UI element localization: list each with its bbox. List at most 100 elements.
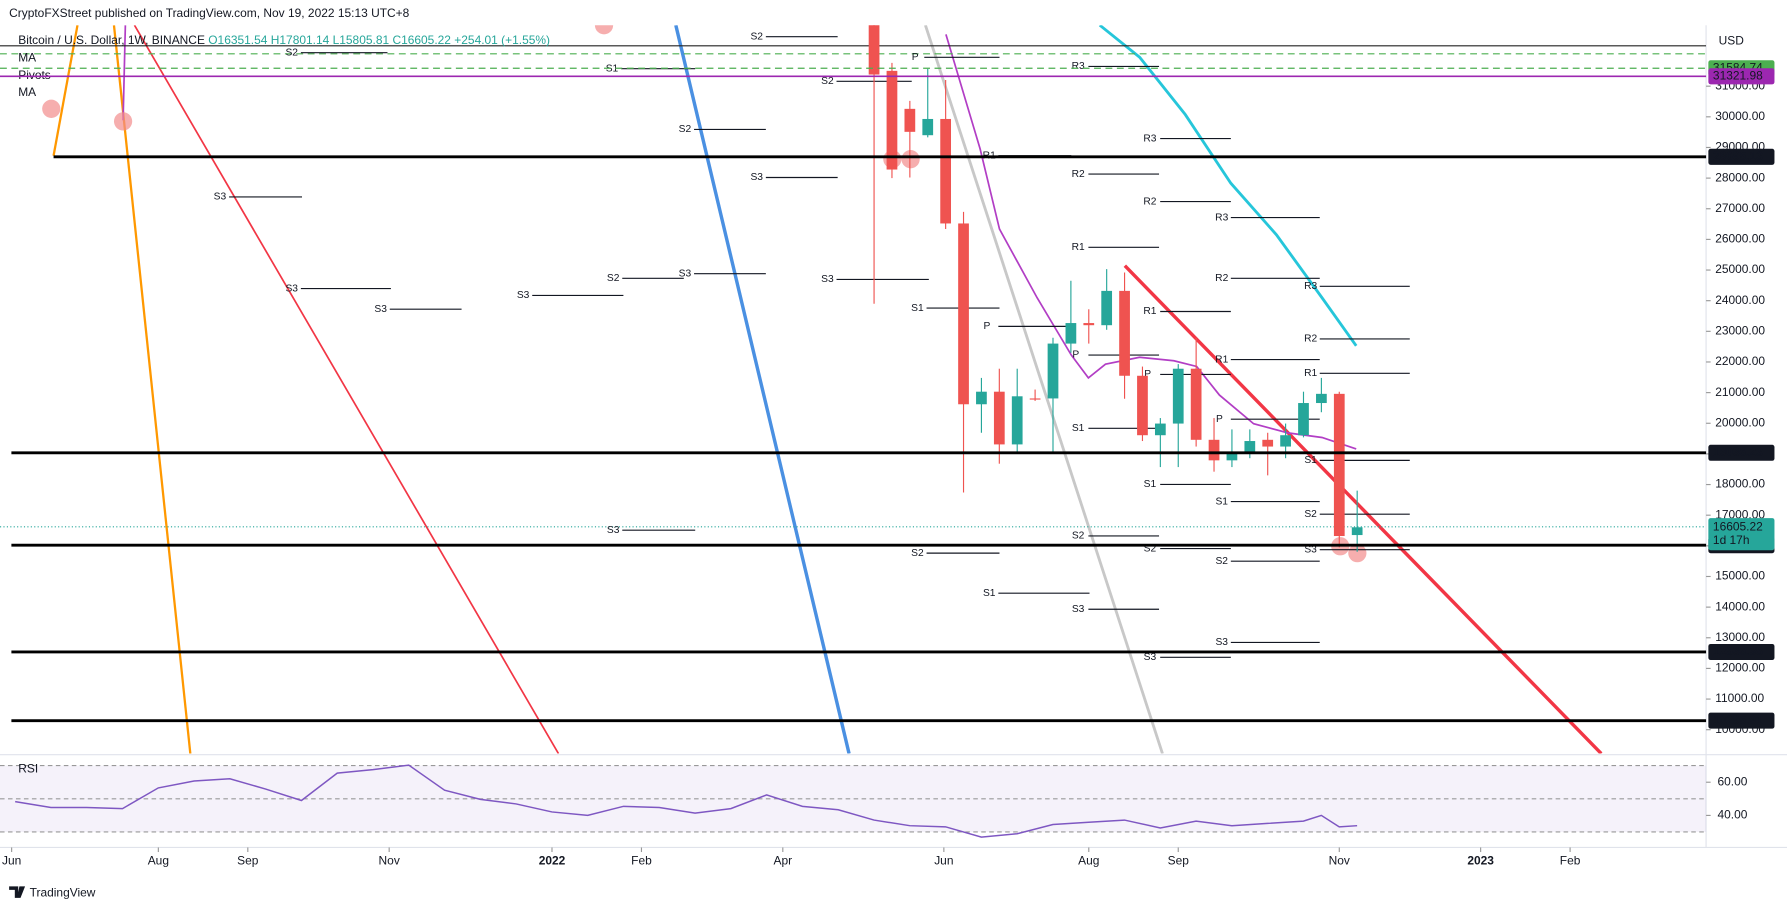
- pivot-label: R3: [1215, 212, 1228, 223]
- candle-body: [886, 70, 898, 170]
- pivot-label: P: [1144, 369, 1151, 380]
- level-tag: [1708, 712, 1775, 729]
- pivot-label: P: [1072, 350, 1079, 361]
- pivot-label: S1: [911, 303, 924, 314]
- pivot-label: R3: [1304, 281, 1317, 292]
- indicator: MA: [18, 51, 36, 65]
- pivot-label: S2: [1144, 543, 1157, 554]
- brand: TradingView: [30, 885, 96, 899]
- candle-body: [1226, 453, 1238, 461]
- x-tick-label: Aug: [1078, 853, 1099, 867]
- legend: Bitcoin / U.S. Dollar, 1W, BINANCE O1635…: [18, 33, 550, 47]
- pivot-label: R1: [1215, 354, 1228, 365]
- y-tick-label: 18000.00: [1715, 477, 1765, 491]
- rsi-y-tick-label: 60.00: [1717, 774, 1747, 788]
- candle-body: [1011, 396, 1023, 445]
- pivot-label: S3: [607, 525, 620, 536]
- candle-body: [1262, 439, 1274, 447]
- pivot-label: R3: [1143, 133, 1156, 144]
- last-price-tag: [1708, 518, 1775, 551]
- y-tick-label: 26000.00: [1715, 232, 1765, 246]
- level-tag-label: 12536.35: [1713, 644, 1763, 658]
- close: C16605.22: [392, 33, 451, 47]
- pivot-label: S1: [1144, 479, 1157, 490]
- pivot-label: S3: [214, 192, 227, 203]
- pivot-label: R2: [1304, 334, 1317, 345]
- pivot-label: S2: [1072, 531, 1085, 542]
- y-tick-label: 20000.00: [1715, 415, 1765, 429]
- candle-body: [1172, 368, 1184, 424]
- candle-body: [904, 108, 916, 132]
- pivot-label: S3: [1304, 544, 1317, 555]
- y-tick-label: 24000.00: [1715, 293, 1765, 307]
- pivot-label: R2: [1143, 196, 1156, 207]
- candle-body: [1119, 290, 1130, 376]
- candle-body: [922, 118, 934, 136]
- y-tick-label: 11000.00: [1715, 691, 1764, 705]
- level-tag-label: 19036.23: [1713, 445, 1763, 459]
- pivot-label: S3: [750, 172, 763, 183]
- candle-body: [1190, 368, 1202, 440]
- symbol: Bitcoin / U.S. Dollar, 1W, BINANCE: [18, 33, 205, 47]
- rsi-title: RSI: [18, 762, 38, 776]
- open: O16351.54: [208, 33, 267, 47]
- candle-body: [1137, 375, 1148, 436]
- pivot-label: R2: [1072, 169, 1085, 180]
- pivot-label: S3: [1072, 604, 1085, 615]
- y-tick-label: 13000.00: [1715, 630, 1765, 644]
- pivot-label: R2: [1215, 273, 1228, 284]
- pivot-label: S1: [1215, 496, 1228, 507]
- currency: USD: [1719, 33, 1745, 47]
- change: +254.01 (+1.55%): [454, 33, 550, 47]
- pivot-label: S2: [679, 124, 692, 135]
- pivot-label: S1: [1072, 423, 1085, 434]
- x-tick-label: Sep: [237, 853, 259, 867]
- x-tick-label: Jun: [934, 853, 953, 867]
- marks: [15, 25, 1363, 838]
- publisher: CryptoFXStreet published on TradingView.…: [9, 6, 410, 20]
- x-tick-label: Aug: [148, 853, 169, 867]
- level-tag-label: 10295.91: [1713, 713, 1763, 727]
- pivot-label: R3: [1072, 61, 1085, 72]
- level-tag-label: 28695.13: [1713, 149, 1763, 163]
- pivot-label: S2: [285, 47, 298, 58]
- pivot-label: S2: [911, 548, 924, 559]
- y-tick-label: 23000.00: [1715, 323, 1765, 337]
- candle-body: [1047, 343, 1059, 399]
- rsi-guides: [0, 764, 1707, 833]
- x-tick-label: Jun: [2, 853, 21, 867]
- candle-body: [1065, 323, 1077, 344]
- y-tick-label: 27000.00: [1715, 201, 1765, 215]
- level-tag: [1708, 148, 1775, 165]
- pivot-label: S2: [750, 31, 763, 42]
- y-tick-label: 30000.00: [1715, 109, 1765, 123]
- pivot-label: S3: [285, 283, 298, 294]
- candle-body: [1029, 398, 1041, 400]
- countdown: 1d 17h: [1713, 533, 1750, 547]
- x-tick-label: Apr: [774, 853, 793, 867]
- y-tick-label: 22000.00: [1715, 354, 1765, 368]
- pivot-label: S3: [1215, 637, 1228, 648]
- pivot-label: S3: [821, 274, 834, 285]
- rsi-line: [15, 764, 1358, 838]
- pivot-label: S2: [1215, 556, 1228, 567]
- y-tick-label: 28000.00: [1715, 170, 1765, 184]
- candle-body: [1316, 393, 1327, 404]
- pivot-label: S3: [517, 290, 530, 301]
- y-tick-label: 21000.00: [1715, 385, 1765, 399]
- candle-body: [958, 223, 969, 405]
- pivot-label: R1: [1072, 242, 1085, 253]
- y-tick-label: 15000.00: [1715, 569, 1765, 583]
- x-tick-label: 2023: [1467, 853, 1494, 867]
- pivot-label: S3: [679, 268, 692, 279]
- candle-body: [1101, 290, 1113, 326]
- indicator: MA: [18, 85, 36, 99]
- candle-body: [868, 25, 880, 75]
- pivot-label: S1: [983, 588, 996, 599]
- y-tick-label: 12000.00: [1715, 661, 1765, 675]
- x-tick-label: 2022: [539, 853, 566, 867]
- ma-tag: [1708, 68, 1775, 85]
- level-tag: [1708, 444, 1775, 461]
- pivot-label: P: [984, 321, 991, 332]
